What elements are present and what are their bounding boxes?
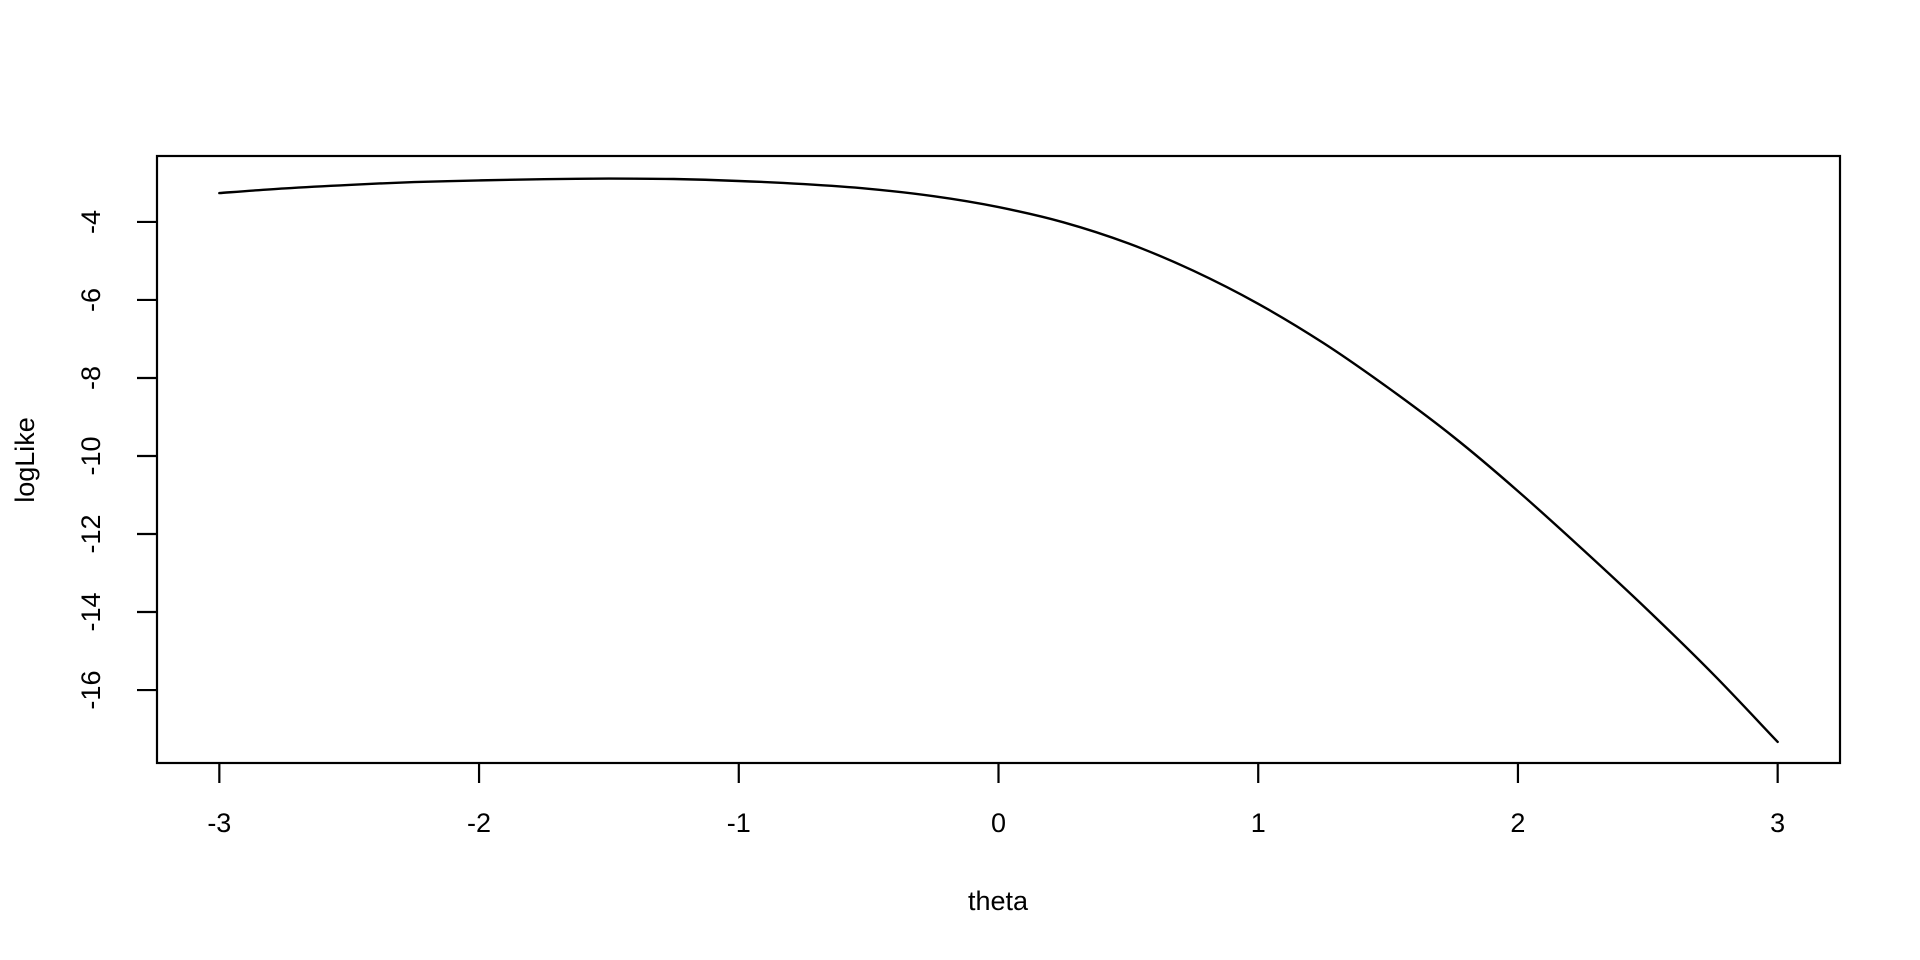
plot-curve-logLike	[218, 177, 1779, 744]
y-axis-tick-label-5: -14	[76, 593, 106, 632]
x-axis-tick-label-3: 0	[991, 808, 1006, 838]
x-axis-tick-label-2: -1	[727, 808, 751, 838]
y-axis-tick-label-1: -6	[76, 288, 106, 312]
x-axis-tick-label-5: 2	[1510, 808, 1525, 838]
y-axis-tick-label-4: -12	[76, 514, 106, 553]
x-axis-tick-label-4: 1	[1251, 808, 1266, 838]
axis-ticks-group	[137, 220, 1779, 783]
y-axis-tick-label-2: -8	[76, 366, 106, 390]
y-axis-tick-label-6: -16	[76, 671, 106, 710]
y-axis-tick-label-3: -10	[76, 436, 106, 475]
series-group	[218, 177, 1779, 744]
y-axis-tick-label-0: -4	[76, 210, 106, 234]
axis-tick-labels-group: -3 -2 -1 0 1 2 3-4-6-8-10-12-14-16	[76, 210, 1785, 838]
x-axis-tick-label-1: -2	[467, 808, 491, 838]
x-axis-tick-label-0: -3	[207, 808, 231, 838]
x-axis-tick-label-6: 3	[1770, 808, 1785, 838]
plot-box-border	[155, 154, 1842, 765]
x-axis-title: theta	[968, 886, 1029, 916]
y-axis-title: logLike	[10, 417, 40, 503]
